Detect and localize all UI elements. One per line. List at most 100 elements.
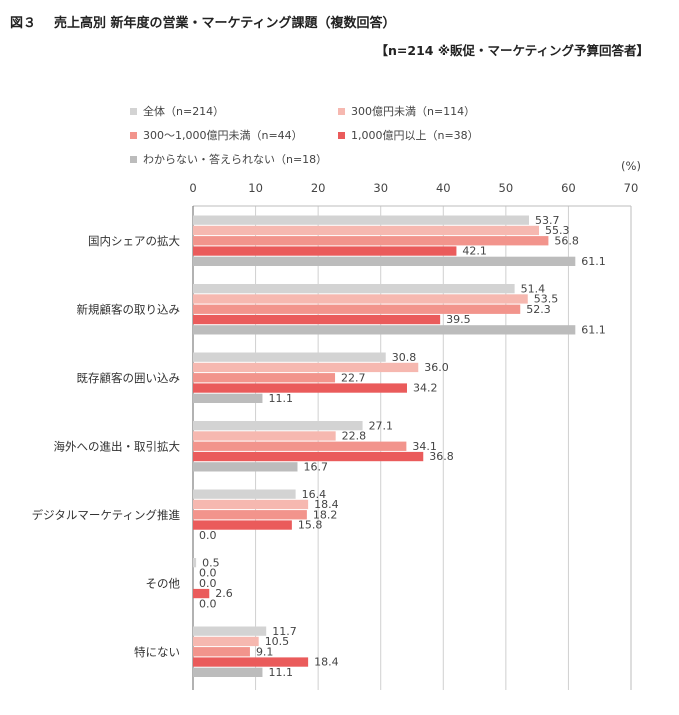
bar bbox=[193, 499, 309, 510]
bar-value-label: 0.0 bbox=[199, 567, 217, 580]
bar-value-label: 2.6 bbox=[215, 587, 233, 600]
x-tick-label: 50 bbox=[499, 181, 514, 195]
bar bbox=[193, 647, 250, 657]
bar-value-label: 55.3 bbox=[545, 224, 570, 237]
legend-swatch bbox=[130, 155, 137, 163]
bar-value-label: 18.2 bbox=[313, 508, 338, 521]
category-label: 国内シェアの拡大 bbox=[88, 234, 180, 248]
bar-value-label: 15.8 bbox=[298, 519, 323, 532]
bar-value-label: 18.4 bbox=[314, 656, 339, 669]
bar bbox=[193, 325, 576, 335]
bar-value-label: 36.0 bbox=[424, 361, 449, 374]
chart-title: 図３ 売上高別 新年度の営業・マーケティング課題（複数回答） bbox=[10, 12, 396, 31]
legend-label: 300～1,000億円未満（n=44） bbox=[143, 129, 303, 142]
category-label: 海外への進出・取引拡大 bbox=[54, 439, 181, 453]
title-text: 売上高別 新年度の営業・マーケティング課題（複数回答） bbox=[54, 16, 396, 31]
legend-label: 1,000億円以上（n=38） bbox=[351, 129, 479, 142]
bar bbox=[193, 294, 528, 304]
x-tick-label: 40 bbox=[436, 181, 451, 195]
bar-value-label: 61.1 bbox=[581, 255, 606, 268]
bar-value-label: 16.7 bbox=[303, 461, 328, 474]
bar-value-label: 0.0 bbox=[199, 577, 217, 590]
bar-value-label: 34.2 bbox=[413, 382, 438, 395]
category-label: 新規顧客の取り込み bbox=[77, 302, 181, 316]
bar-value-label: 16.4 bbox=[302, 488, 327, 501]
category-label: その他 bbox=[146, 576, 181, 590]
bar bbox=[193, 510, 307, 520]
bar-value-label: 0.0 bbox=[199, 598, 217, 611]
bar-value-label: 42.1 bbox=[462, 245, 487, 258]
bar bbox=[193, 215, 530, 225]
bar-value-label: 11.1 bbox=[268, 392, 293, 405]
bar bbox=[193, 588, 210, 599]
bar-value-label: 51.4 bbox=[521, 282, 546, 295]
bar-value-label: 34.1 bbox=[412, 440, 437, 453]
legend-item-overall: 全体（n=214） bbox=[130, 103, 224, 119]
bar bbox=[193, 352, 386, 362]
x-tick-label: 70 bbox=[624, 181, 639, 195]
bar-value-label: 52.3 bbox=[526, 303, 551, 316]
bar bbox=[193, 284, 515, 294]
category-label: 特にない bbox=[134, 645, 180, 659]
bar bbox=[193, 657, 309, 667]
bar bbox=[193, 421, 363, 431]
legend-item-unknown: わからない・答えられない（n=18） bbox=[130, 151, 327, 167]
bar bbox=[193, 667, 263, 677]
figure-label: 図３ bbox=[10, 16, 37, 31]
legend-item-over-1000: 1,000億円以上（n=38） bbox=[338, 127, 479, 143]
bar-value-label: 22.7 bbox=[341, 371, 366, 384]
bar bbox=[193, 489, 296, 499]
bar bbox=[193, 520, 292, 530]
bar bbox=[193, 373, 336, 383]
bar-value-label: 0.0 bbox=[199, 529, 217, 542]
legend-label: わからない・答えられない（n=18） bbox=[143, 153, 328, 166]
unit-label: (%) bbox=[621, 159, 641, 173]
bar bbox=[193, 626, 267, 636]
legend-item-300-to-1000: 300～1,000億円未満（n=44） bbox=[130, 127, 303, 143]
legend-swatch bbox=[130, 131, 137, 139]
bar-value-label: 53.7 bbox=[535, 214, 560, 227]
bar bbox=[193, 636, 259, 647]
bar-value-label: 61.1 bbox=[581, 324, 606, 337]
sample-note: 【n=214 ※販促・マーケティング予算回答者】 bbox=[375, 43, 649, 58]
bar-value-label: 11.1 bbox=[268, 666, 293, 679]
x-tick-label: 20 bbox=[311, 181, 326, 195]
bar bbox=[193, 362, 419, 373]
legend-label: 全体（n=214） bbox=[143, 105, 225, 118]
bar-value-label: 36.8 bbox=[429, 450, 454, 463]
bar-value-label: 22.8 bbox=[342, 430, 367, 443]
bar-value-label: 10.5 bbox=[265, 635, 290, 648]
bar bbox=[193, 441, 407, 451]
bar-value-label: 53.5 bbox=[534, 293, 559, 306]
legend-swatch bbox=[338, 107, 345, 115]
bar bbox=[193, 256, 576, 266]
bar bbox=[193, 558, 197, 568]
bar bbox=[193, 225, 540, 236]
bar bbox=[193, 314, 441, 325]
x-tick-label: 60 bbox=[561, 181, 576, 195]
legend-item-under-300: 300億円未満（n=114） bbox=[338, 103, 475, 119]
bar-value-label: 11.7 bbox=[272, 625, 297, 638]
x-tick-label: 10 bbox=[248, 181, 263, 195]
bar-value-label: 30.8 bbox=[392, 351, 417, 364]
category-label: 既存顧客の囲い込み bbox=[77, 371, 181, 385]
bar-value-label: 0.5 bbox=[202, 556, 220, 569]
legend-swatch bbox=[338, 131, 345, 139]
bar-value-label: 9.1 bbox=[256, 645, 274, 658]
bar bbox=[193, 431, 336, 441]
bar bbox=[193, 462, 298, 472]
bar-value-label: 18.4 bbox=[314, 498, 339, 511]
legend-label: 300億円未満（n=114） bbox=[351, 105, 476, 118]
bar bbox=[193, 383, 407, 393]
legend-swatch bbox=[130, 107, 137, 115]
bar-value-label: 27.1 bbox=[369, 419, 394, 432]
bar bbox=[193, 236, 549, 246]
bar bbox=[193, 246, 457, 256]
x-tick-label: 0 bbox=[189, 181, 196, 195]
bar-value-label: 39.5 bbox=[446, 313, 471, 326]
bar bbox=[193, 304, 521, 314]
bar bbox=[193, 451, 424, 462]
bar-value-label: 56.8 bbox=[554, 234, 579, 247]
category-label: デジタルマーケティング推進 bbox=[32, 508, 181, 522]
